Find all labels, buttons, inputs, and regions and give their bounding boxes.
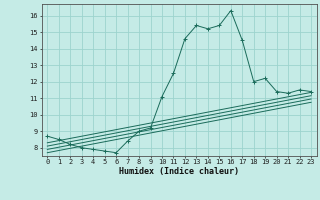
X-axis label: Humidex (Indice chaleur): Humidex (Indice chaleur) <box>119 167 239 176</box>
